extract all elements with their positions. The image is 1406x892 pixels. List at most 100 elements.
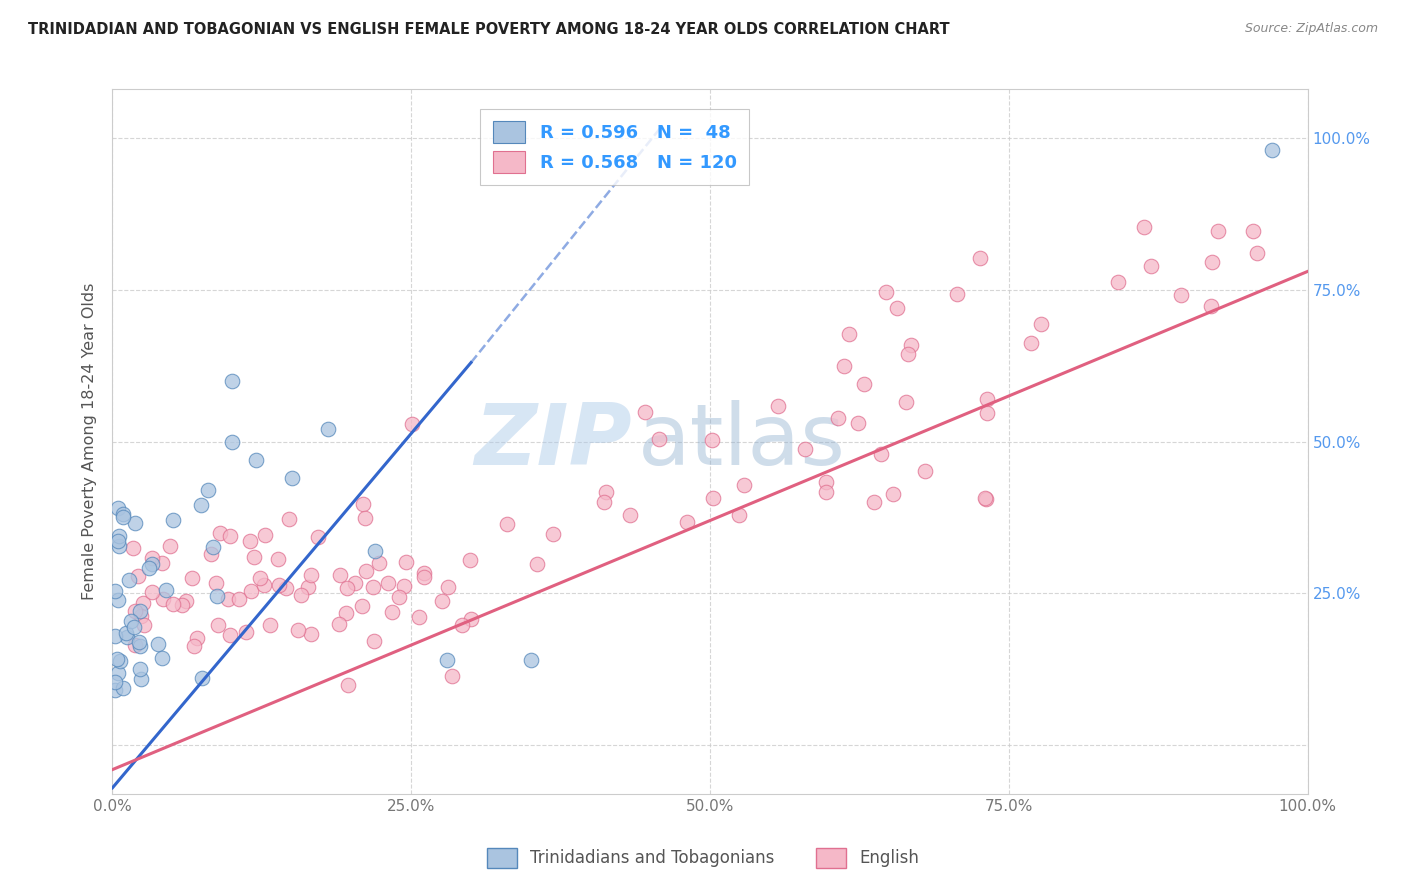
Point: [239, 533, 262, 548]
Y-axis label: Female Poverty Among 18-24 Year Olds: Female Poverty Among 18-24 Year Olds: [82, 283, 97, 600]
Point: [141, 551, 163, 566]
Point: [882, 487, 904, 501]
Point: [129, 662, 152, 676]
Point: [108, 528, 131, 542]
Point: [1201, 255, 1223, 269]
Point: [451, 618, 474, 632]
Point: [392, 579, 415, 593]
Point: [297, 580, 319, 594]
Point: [205, 576, 228, 591]
Point: [702, 491, 724, 505]
Point: [267, 552, 290, 566]
Point: [814, 484, 837, 499]
Point: [307, 530, 329, 544]
Point: [253, 578, 276, 592]
Point: [132, 596, 155, 610]
Point: [208, 526, 231, 541]
Point: [124, 516, 146, 530]
Point: [128, 604, 150, 618]
Point: [181, 571, 204, 585]
Point: [121, 541, 143, 555]
Point: [176, 594, 198, 608]
Point: [335, 606, 357, 620]
Point: [183, 639, 205, 653]
Point: [104, 675, 127, 690]
Point: [1199, 299, 1222, 313]
Point: [619, 508, 641, 522]
Point: [107, 501, 129, 516]
Point: [440, 669, 463, 683]
Point: [120, 614, 142, 628]
Point: [107, 593, 129, 607]
Point: [363, 633, 385, 648]
Point: [794, 442, 817, 456]
Point: [520, 653, 543, 667]
Point: [197, 483, 219, 497]
Text: Source: ZipAtlas.com: Source: ZipAtlas.com: [1244, 22, 1378, 36]
Point: [217, 592, 239, 607]
Point: [150, 556, 173, 570]
Point: [172, 598, 194, 612]
Point: [1246, 246, 1268, 260]
Point: [242, 550, 264, 565]
Point: [259, 618, 281, 632]
Point: [128, 635, 150, 649]
Point: [894, 394, 917, 409]
Point: [115, 631, 138, 645]
Point: [432, 594, 454, 608]
Point: [129, 608, 152, 623]
Point: [141, 557, 163, 571]
Point: [832, 359, 855, 373]
Point: [191, 671, 214, 685]
Point: [1241, 224, 1264, 238]
Point: [436, 580, 458, 594]
Point: [728, 508, 751, 522]
Point: [107, 665, 129, 680]
Point: [863, 495, 886, 509]
Point: [1140, 259, 1163, 273]
Point: [104, 683, 127, 698]
Point: [129, 673, 152, 687]
Point: [914, 464, 936, 478]
Point: [235, 625, 257, 640]
Point: [274, 581, 297, 595]
Point: [436, 653, 458, 667]
Text: atlas: atlas: [638, 400, 846, 483]
Point: [592, 495, 614, 509]
Point: [200, 547, 222, 561]
Text: TRINIDADIAN AND TOBAGONIAN VS ENGLISH FEMALE POVERTY AMONG 18-24 YEAR OLDS CORRE: TRINIDADIAN AND TOBAGONIAN VS ENGLISH FE…: [28, 22, 949, 37]
Point: [152, 592, 174, 607]
Point: [969, 251, 991, 265]
Point: [219, 628, 242, 642]
Point: [162, 513, 184, 527]
Point: [946, 286, 969, 301]
Point: [277, 512, 299, 526]
Point: [1107, 275, 1129, 289]
Point: [221, 434, 243, 449]
Point: [361, 580, 384, 594]
Point: [118, 574, 141, 588]
Legend: Trinidadians and Tobagonians, English: Trinidadians and Tobagonians, English: [479, 841, 927, 875]
Point: [299, 627, 322, 641]
Point: [328, 616, 350, 631]
Point: [202, 540, 225, 554]
Point: [367, 556, 389, 570]
Point: [634, 405, 657, 419]
Point: [353, 511, 375, 525]
Point: [104, 629, 127, 643]
Point: [352, 497, 374, 511]
Point: [1206, 224, 1229, 238]
Point: [388, 590, 411, 604]
Point: [111, 510, 134, 524]
Point: [122, 620, 145, 634]
Legend: R = 0.596   N =  48, R = 0.568   N = 120: R = 0.596 N = 48, R = 0.568 N = 120: [479, 109, 749, 186]
Point: [526, 558, 548, 572]
Point: [648, 432, 671, 446]
Point: [112, 507, 135, 521]
Point: [108, 654, 131, 668]
Point: [221, 374, 243, 388]
Point: [733, 477, 755, 491]
Point: [141, 585, 163, 599]
Point: [162, 597, 184, 611]
Point: [107, 533, 129, 548]
